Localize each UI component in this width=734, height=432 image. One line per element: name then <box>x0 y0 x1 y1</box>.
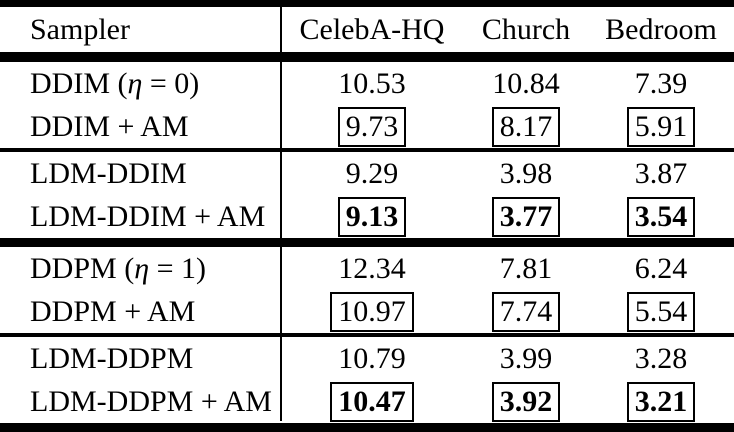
column-header-bedroom: Bedroom <box>605 12 717 46</box>
column-header-church: Church <box>481 12 571 46</box>
fid-cell: 9.73 <box>282 106 462 147</box>
fid-value: 10.97 <box>330 291 414 332</box>
fid-value: 3.54 <box>626 196 696 237</box>
block-separator-rule <box>0 333 734 337</box>
table-row-ldm-ddpm: LDM-DDPM 10.79 3.99 3.28 <box>0 337 734 380</box>
fid-cell: 8.17 <box>462 106 590 147</box>
fid-value: 10.84 <box>492 66 560 100</box>
label-text: DDPM ( <box>30 251 135 285</box>
sampler-label: DDPM (η = 1) <box>0 251 282 285</box>
sampler-label: LDM-DDPM + AM <box>0 384 282 418</box>
fid-cell: 10.47 <box>282 381 462 422</box>
fid-value: 5.91 <box>626 106 696 147</box>
fid-cell: 10.53 <box>282 67 462 101</box>
table-row-ldm-ddim-am: LDM-DDIM + AM 9.13 3.77 3.54 <box>0 195 734 238</box>
fid-cell: 3.87 <box>590 157 732 191</box>
label-text: LDM-DDIM + AM <box>30 199 266 233</box>
fid-cell: 9.13 <box>282 196 462 237</box>
fid-value: 3.28 <box>634 341 688 375</box>
fid-value: 7.74 <box>491 291 561 332</box>
fid-cell: 7.81 <box>462 252 590 286</box>
sampler-label: LDM-DDPM <box>0 341 282 375</box>
fid-cell: 12.34 <box>282 252 462 286</box>
label-text: = 0) <box>142 66 200 100</box>
fid-cell: 10.97 <box>282 291 462 332</box>
fid-cell: 3.54 <box>590 196 732 237</box>
fid-value: 10.53 <box>338 66 406 100</box>
fid-value: 7.81 <box>499 251 553 285</box>
fid-cell: 6.24 <box>590 252 732 286</box>
header-separator-rule <box>0 52 734 62</box>
table-row-ddim-am: DDIM + AM 9.73 8.17 5.91 <box>0 105 734 148</box>
table-row-ldm-ddpm-am: LDM-DDPM + AM 10.47 3.92 3.21 <box>0 380 734 423</box>
fid-cell: 10.79 <box>282 342 462 376</box>
label-text: DDIM ( <box>30 66 128 100</box>
fid-value: 8.17 <box>491 106 561 147</box>
label-text: LDM-DDPM <box>30 341 194 375</box>
column-header-sampler: Sampler <box>30 12 130 46</box>
fid-value: 9.29 <box>345 156 399 190</box>
fid-value: 9.73 <box>337 106 407 147</box>
fid-cell: 5.54 <box>590 291 732 332</box>
fid-cell: 9.29 <box>282 157 462 191</box>
fid-value: 3.99 <box>499 341 553 375</box>
table-header-row: Sampler CelebA-HQ Church Bedroom <box>0 7 734 52</box>
fid-cell: 3.28 <box>590 342 732 376</box>
label-text: LDM-DDIM <box>30 156 187 190</box>
block-separator-rule <box>0 148 734 152</box>
table-top-rule <box>0 0 734 7</box>
label-text: LDM-DDPM + AM <box>30 384 272 418</box>
sampler-label: LDM-DDIM + AM <box>0 199 282 233</box>
fid-value: 5.54 <box>626 291 696 332</box>
fid-value: 10.47 <box>330 381 414 422</box>
label-text: = 1) <box>149 251 206 285</box>
fid-cell: 10.84 <box>462 67 590 101</box>
fid-value: 3.87 <box>634 156 688 190</box>
label-text: DDIM + AM <box>30 109 189 143</box>
sampler-label: DDPM + AM <box>0 294 282 328</box>
fid-cell: 3.92 <box>462 381 590 422</box>
fid-value: 6.24 <box>634 251 688 285</box>
eta-symbol: η <box>134 251 150 285</box>
fid-cell: 3.99 <box>462 342 590 376</box>
fid-value: 3.98 <box>499 156 553 190</box>
table-bottom-rule <box>0 423 734 432</box>
table-row-ldm-ddim: LDM-DDIM 9.29 3.98 3.87 <box>0 152 734 195</box>
fid-value: 3.21 <box>626 381 696 422</box>
fid-cell: 5.91 <box>590 106 732 147</box>
fid-value: 9.13 <box>337 196 407 237</box>
eta-symbol: η <box>127 66 143 100</box>
fid-cell: 3.77 <box>462 196 590 237</box>
fid-cell: 7.74 <box>462 291 590 332</box>
column-divider-line <box>280 7 282 421</box>
table-row-ddim: DDIM (η = 0) 10.53 10.84 7.39 <box>0 62 734 105</box>
table-row-ddpm-am: DDPM + AM 10.97 7.74 5.54 <box>0 290 734 333</box>
fid-value: 10.79 <box>338 341 406 375</box>
fid-value: 12.34 <box>338 251 406 285</box>
fid-value: 3.92 <box>491 381 561 422</box>
column-header-celeba-hq: CelebA-HQ <box>299 12 445 46</box>
fid-cell: 3.21 <box>590 381 732 422</box>
fid-cell: 7.39 <box>590 67 732 101</box>
table-row-ddpm: DDPM (η = 1) 12.34 7.81 6.24 <box>0 247 734 290</box>
group-separator-rule <box>0 238 734 247</box>
fid-value: 7.39 <box>634 66 688 100</box>
sampler-label: DDIM + AM <box>0 109 282 143</box>
fid-value: 3.77 <box>491 196 561 237</box>
label-text: DDPM + AM <box>30 294 196 328</box>
fid-cell: 3.98 <box>462 157 590 191</box>
sampler-label: DDIM (η = 0) <box>0 66 282 100</box>
sampler-label: LDM-DDIM <box>0 156 282 190</box>
